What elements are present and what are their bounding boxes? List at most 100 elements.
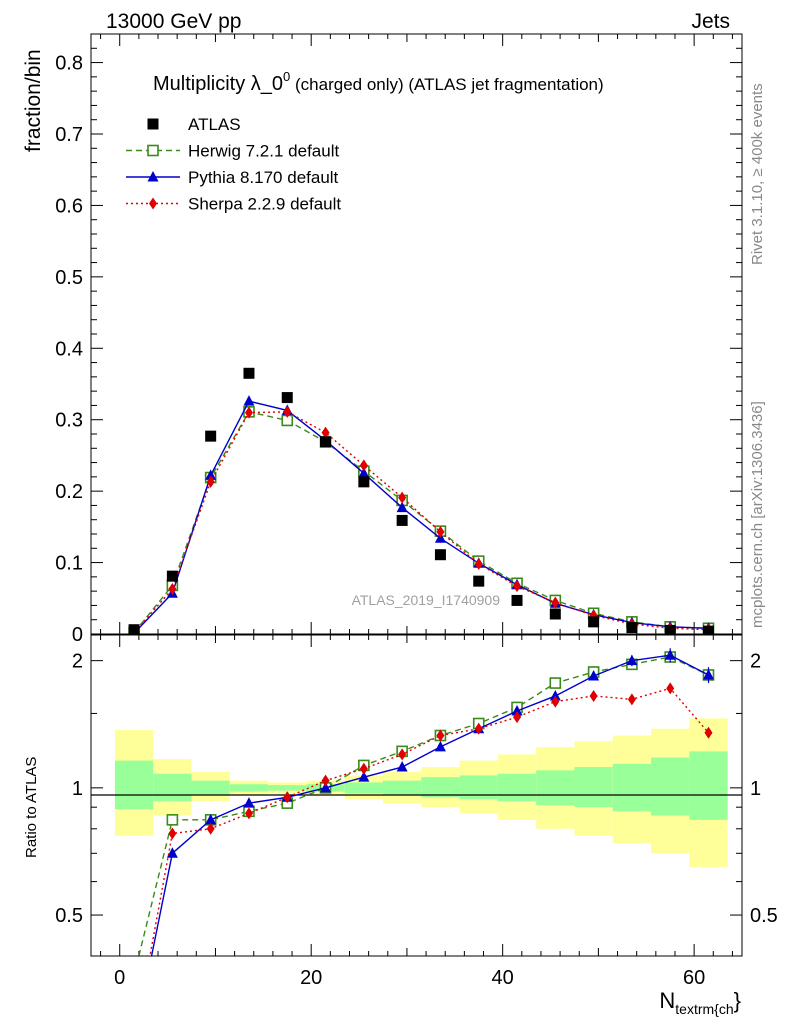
data-point — [205, 469, 217, 480]
data-point — [244, 406, 253, 419]
ratio-point — [664, 649, 676, 660]
data-point — [283, 405, 292, 418]
series-line — [133, 411, 709, 634]
x-axis-label: Ntextrm{ch} — [659, 988, 741, 1017]
mcplots-label: mcplots.cern.ch [arXiv:1306.3436] — [749, 401, 766, 628]
legend-marker — [149, 197, 157, 210]
ratio-y-label: Ratio to ATLAS — [23, 757, 40, 858]
data-point — [358, 467, 370, 478]
data-point — [358, 476, 370, 488]
legend-item-pythia-8-170-default: Pythia 8.170 default — [126, 168, 339, 187]
x-axis-label-sub: textrm{ch — [675, 1001, 733, 1017]
ratio-point — [626, 654, 638, 666]
y-tick-label: 0.2 — [55, 481, 83, 503]
ratio-point — [321, 774, 330, 787]
ratio-point — [396, 761, 408, 772]
legend-marker — [147, 118, 159, 130]
x-tick-label: 0 — [114, 967, 125, 989]
ratio-point — [168, 827, 177, 840]
series-line — [133, 400, 709, 634]
y-tick-label: 0.7 — [55, 124, 83, 146]
inner-uncertainty-band — [421, 777, 460, 798]
ratio-point — [166, 814, 179, 826]
ratio-point — [206, 822, 215, 835]
chart-title-sup: 0 — [283, 69, 290, 84]
x-axis-label-end: } — [734, 988, 741, 1013]
legend-item-atlas: ATLAS — [147, 115, 241, 134]
ratio-point — [627, 693, 636, 706]
data-point — [436, 525, 445, 538]
inner-uncertainty-band — [459, 775, 498, 800]
y-axis-label: fraction/bin — [22, 49, 45, 152]
data-point — [281, 392, 293, 404]
data-point — [473, 575, 485, 587]
ratio-point — [588, 669, 600, 681]
ratio-line — [150, 654, 709, 956]
analysis-watermark: ATLAS_2019_I1740909 — [352, 592, 501, 608]
rivet-label: Rivet 3.1.10, ≥ 400k events — [749, 83, 766, 265]
main-panel: 0 0.1 0.2 0.3 0.4 0.5 0.6 0.7 0.8 Multiplicity λ… — [22, 33, 743, 646]
chart-title: Multiplicity λ_00 (charged only) (ATLAS … — [153, 69, 604, 95]
legend-label: ATLAS — [188, 115, 241, 134]
data-point — [128, 624, 140, 634]
y-tick-label: 0.5 — [55, 267, 83, 289]
ratio-point — [129, 970, 139, 980]
data-point — [320, 436, 332, 448]
ratio-point — [244, 807, 253, 820]
inner-uncertainty-band — [382, 780, 422, 796]
data-point — [626, 622, 638, 634]
inner-uncertainty-band — [497, 773, 537, 802]
data-point — [359, 459, 368, 472]
inner-uncertainty-band — [689, 751, 728, 820]
legend-label: Sherpa 2.2.9 default — [188, 195, 341, 214]
data-point — [396, 514, 408, 526]
inner-uncertainty-band — [114, 760, 154, 810]
series-atlas — [128, 367, 714, 634]
chart-title-note: (charged only) (ATLAS jet fragmentation) — [290, 75, 603, 94]
main-data — [128, 367, 715, 634]
ratio-frame — [90, 634, 743, 957]
x-tick-label: 40 — [492, 967, 514, 989]
legend-item-sherpa-2-2-9-default: Sherpa 2.2.9 default — [126, 195, 341, 214]
data-point — [206, 475, 215, 488]
inner-uncertainty-band — [229, 784, 269, 792]
inner-uncertainty-band — [612, 763, 652, 812]
legend-marker — [147, 171, 159, 182]
data-point — [398, 491, 407, 504]
legend: ATLAS Herwig 7.2.1 default Pythia 8.170 de… — [126, 115, 341, 214]
inner-uncertainty-band — [574, 767, 613, 808]
ratio-y-tick-label-right: 2 — [750, 651, 761, 673]
data-point — [511, 594, 523, 606]
data-point — [549, 608, 561, 620]
collision-label: 13000 GeV pp — [106, 10, 241, 33]
main-axes: 0 0.1 0.2 0.3 0.4 0.5 0.6 0.7 0.8 — [55, 34, 742, 646]
ratio-point — [551, 695, 560, 708]
ratio-point — [205, 813, 217, 825]
x-axis-label-main: N — [659, 988, 675, 1013]
ratio-point — [166, 847, 178, 858]
data-point — [205, 430, 217, 442]
data-point — [702, 625, 714, 634]
inner-uncertainty-band — [268, 785, 307, 791]
data-point — [434, 549, 446, 561]
x-tick-label: 20 — [300, 967, 322, 989]
legend-label: Herwig 7.2.1 default — [188, 142, 339, 161]
data-point — [664, 624, 676, 634]
ratio-series-sherpa-2-2-9-default — [149, 682, 713, 956]
ratio-point — [511, 705, 523, 716]
ratio-y-tick-label-right: 0.5 — [750, 905, 778, 927]
y-tick-label: 0.1 — [55, 553, 83, 575]
ratio-y-tick-label-left: 0.5 — [55, 905, 83, 927]
y-tick-label: 0.4 — [55, 338, 83, 360]
ratio-point — [589, 689, 598, 702]
ratio-y-tick-label-left: 1 — [72, 778, 83, 800]
ratio-point — [358, 771, 370, 782]
inner-uncertainty-band — [191, 780, 230, 796]
ratio-point — [243, 797, 255, 808]
ratio-point — [666, 682, 675, 695]
ratio-y-tick-label-left: 2 — [72, 651, 83, 673]
data-point — [321, 426, 330, 439]
ratio-point — [436, 729, 445, 742]
data-point — [551, 596, 560, 609]
